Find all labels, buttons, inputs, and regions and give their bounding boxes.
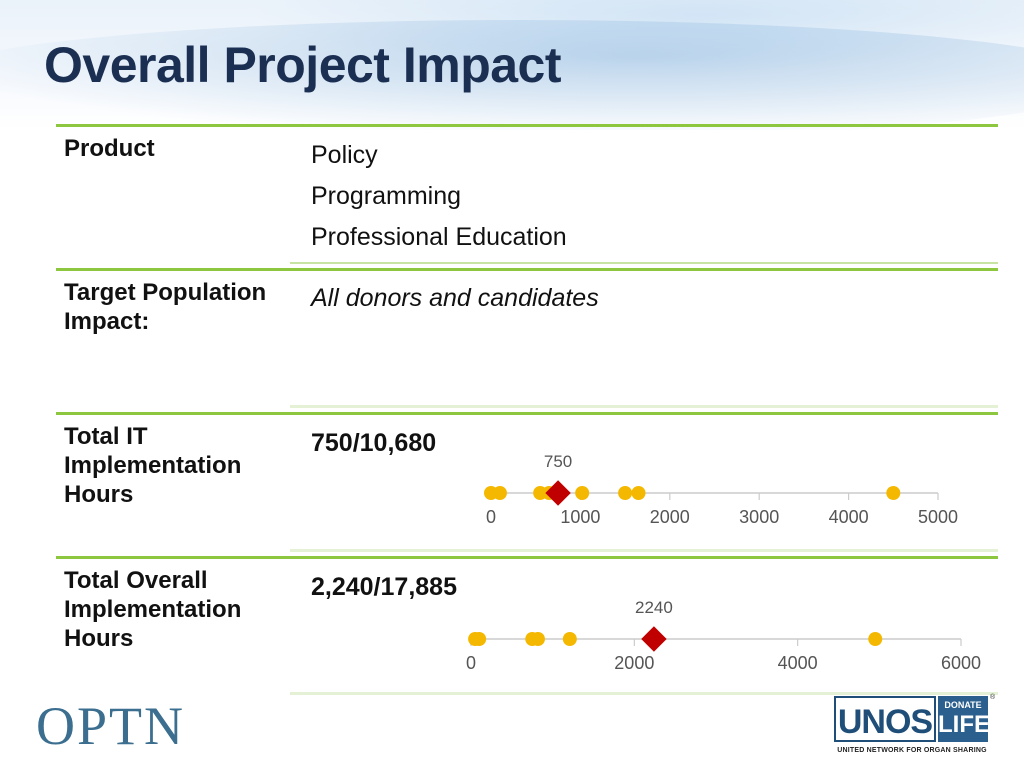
unos-wordmark: UNOS [837, 703, 933, 741]
row-label-overall-hours: Total Overall Implementation Hours [64, 567, 242, 652]
optn-logo: OPTN [36, 696, 186, 756]
tick-label: 4000 [778, 653, 818, 673]
it-hours-scale: 0 1000 2000 3000 4000 5000 750 [484, 452, 958, 527]
highlight-label: 2240 [635, 598, 673, 617]
overall-hours-scale: 0 2000 4000 6000 2240 [466, 598, 981, 673]
highlight-label: 750 [544, 452, 572, 471]
divider [56, 124, 998, 127]
tick-label: 0 [466, 653, 476, 673]
unos-tagline: UNITED NETWORK FOR ORGAN SHARING [837, 747, 987, 754]
divider [290, 549, 998, 552]
unos-wordmark-box: UNOS [834, 696, 936, 742]
tick-label: 0 [486, 507, 496, 527]
unos-logo: UNOS DONATE LIFE ® UNITED NETWORK FOR OR… [834, 694, 995, 758]
highlight-marker [545, 480, 571, 506]
it-hours-value: 750/10,680 [311, 429, 437, 457]
tick-label: 5000 [918, 507, 958, 527]
target-population-value: All donors and candidates [311, 284, 599, 312]
registered-mark: ® [990, 694, 996, 701]
product-list: Policy Programming Professional Educatio… [311, 140, 567, 263]
header-banner [0, 0, 1024, 130]
product-item: Programming [311, 182, 462, 210]
data-point [492, 486, 507, 500]
donate-text: DONATE [944, 700, 982, 710]
highlight-marker [641, 626, 667, 652]
overall-hours-value: 2,240/17,885 [311, 573, 457, 601]
divider [290, 692, 998, 695]
data-point [562, 632, 577, 646]
row-label-target-population: Target Population Impact: [64, 279, 267, 335]
product-item: Policy [311, 141, 378, 169]
tick-label: 3000 [739, 507, 779, 527]
product-item: Professional Education [311, 223, 567, 251]
divider [56, 268, 998, 271]
data-point [472, 632, 487, 646]
donate-life-box: DONATE LIFE [938, 696, 990, 742]
tick-label: 2000 [614, 653, 654, 673]
data-point [631, 486, 646, 500]
data-point [886, 486, 901, 500]
tick-label: 2000 [650, 507, 690, 527]
data-point [868, 632, 883, 646]
tick-label: 1000 [560, 507, 600, 527]
data-point [575, 486, 590, 500]
row-label-product: Product [64, 135, 155, 162]
divider [290, 405, 998, 408]
page-title: Overall Project Impact [44, 37, 562, 93]
tick-label: 6000 [941, 653, 981, 673]
divider [56, 412, 998, 415]
data-point [530, 632, 545, 646]
data-point [618, 486, 633, 500]
divider [56, 556, 998, 559]
divider [290, 262, 998, 264]
banner-sweep [0, 20, 1024, 130]
row-label-it-hours: Total IT Implementation Hours [64, 423, 242, 508]
tick-label: 4000 [829, 507, 869, 527]
life-text: LIFE [938, 711, 990, 738]
